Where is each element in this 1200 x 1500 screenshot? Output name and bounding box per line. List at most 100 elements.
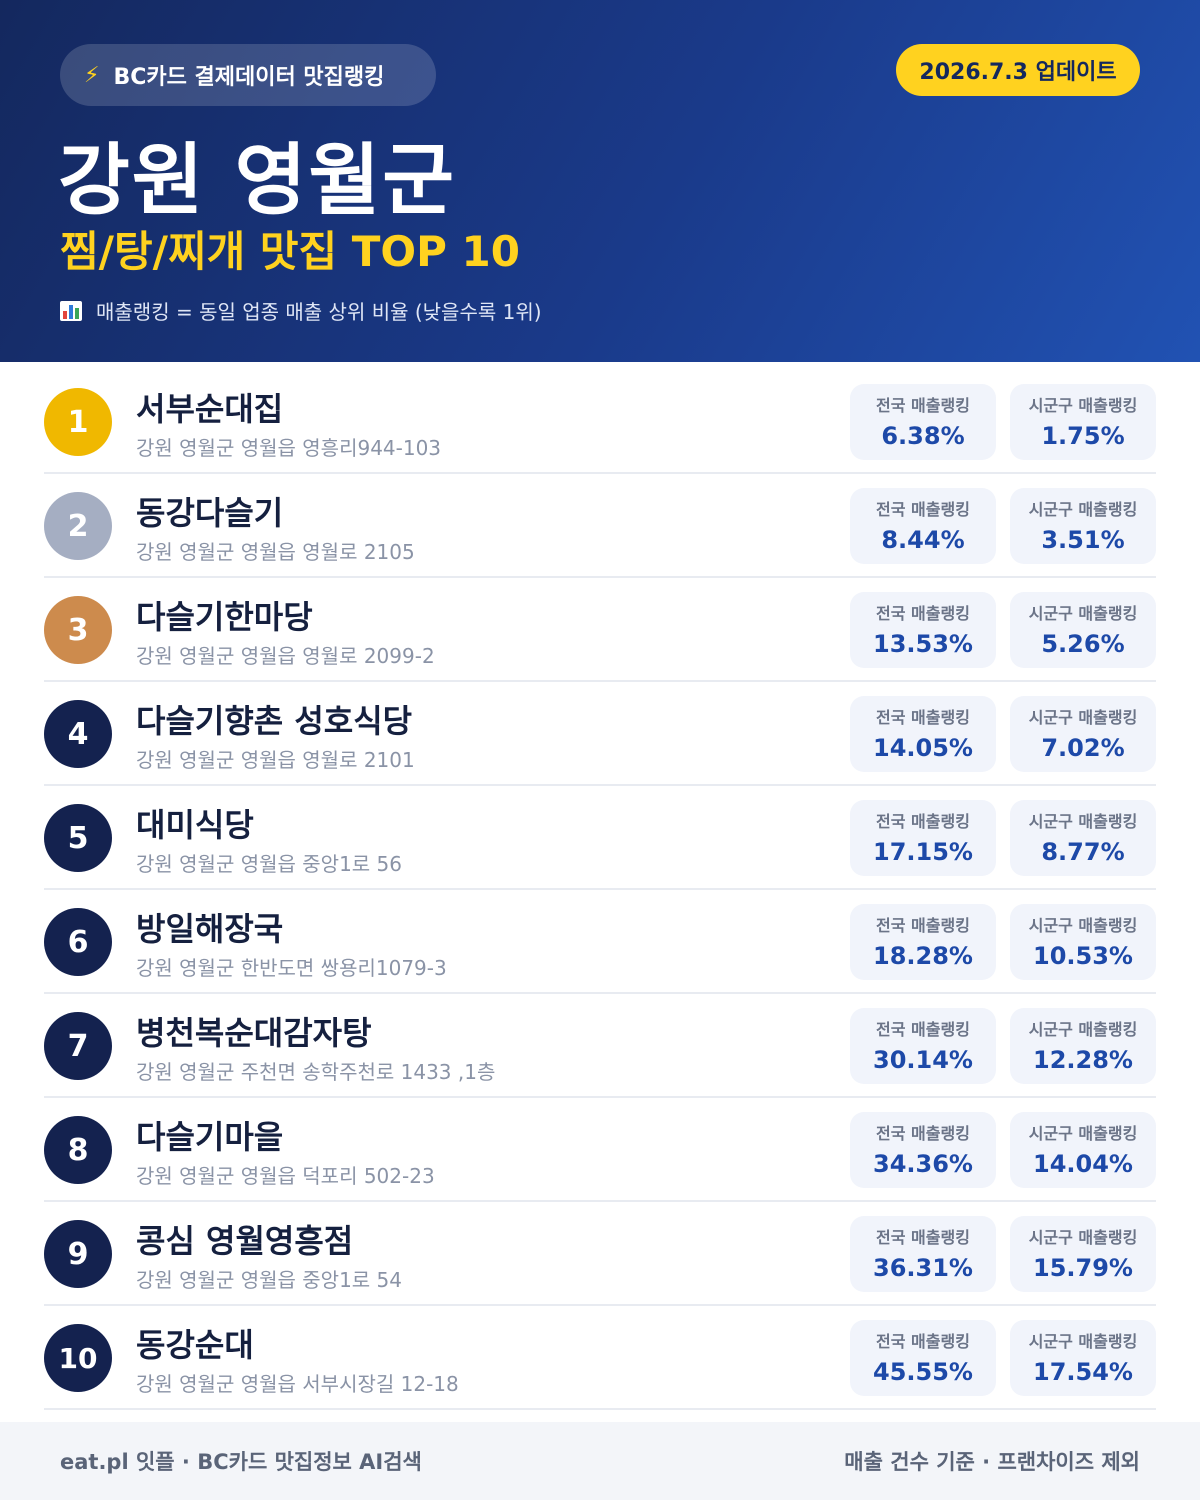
rank-badge: 10	[44, 1324, 112, 1392]
national-ranking-box: 전국 매출랭킹 6.38%	[850, 384, 996, 460]
ranking-label: 전국 매출랭킹	[876, 1228, 970, 1247]
national-ranking-box: 전국 매출랭킹 13.53%	[850, 592, 996, 668]
restaurant-address: 강원 영월군 한반도면 쌍용리1079-3	[136, 956, 447, 980]
ranking-value: 36.31%	[873, 1254, 973, 1282]
ranking-value: 45.55%	[873, 1358, 973, 1386]
restaurant-address: 강원 영월군 영월읍 중앙1로 56	[136, 852, 403, 876]
local-ranking-box: 시군구 매출랭킹 14.04%	[1010, 1112, 1156, 1188]
rank-badge: 5	[44, 804, 112, 872]
ranking-label: 시군구 매출랭킹	[1028, 500, 1138, 519]
local-ranking-box: 시군구 매출랭킹 7.02%	[1010, 696, 1156, 772]
restaurant-address: 강원 영월군 영월읍 영월로 2101	[136, 748, 415, 772]
ranking-label: 전국 매출랭킹	[876, 812, 970, 831]
national-ranking-box: 전국 매출랭킹 8.44%	[850, 488, 996, 564]
footer-source: eat.pl 잇플 · BC카드 맛집정보 AI검색	[60, 1450, 422, 1474]
header-banner: ⚡ BC카드 결제데이터 맛집랭킹 2026.7.3 업데이트 강원 영월군 찜…	[0, 0, 1200, 362]
ranking-value: 15.79%	[1033, 1254, 1133, 1282]
restaurant-row[interactable]: 5 대미식당 강원 영월군 영월읍 중앙1로 56 전국 매출랭킹 17.15% 시군구 …	[44, 786, 1156, 890]
restaurant-name: 동강순대	[136, 1326, 254, 1364]
ranking-value: 13.53%	[873, 630, 973, 658]
ranking-label: 시군구 매출랭킹	[1028, 812, 1138, 831]
national-ranking-box: 전국 매출랭킹 30.14%	[850, 1008, 996, 1084]
source-pill: ⚡ BC카드 결제데이터 맛집랭킹	[60, 44, 436, 106]
local-ranking-box: 시군구 매출랭킹 15.79%	[1010, 1216, 1156, 1292]
restaurant-address: 강원 영월군 영월읍 영흥리944-103	[136, 436, 442, 460]
restaurant-address: 강원 영월군 영월읍 서부시장길 12-18	[136, 1372, 459, 1396]
national-ranking-box: 전국 매출랭킹 14.05%	[850, 696, 996, 772]
ranking-label: 전국 매출랭킹	[876, 1332, 970, 1351]
update-date-badge: 2026.7.3 업데이트	[896, 44, 1140, 96]
restaurant-name: 다슬기마을	[136, 1118, 284, 1156]
restaurant-row[interactable]: 7 병천복순대감자탕 강원 영월군 주천면 송학주천로 1433 ,1층 전국 매출랭…	[44, 994, 1156, 1098]
local-ranking-box: 시군구 매출랭킹 17.54%	[1010, 1320, 1156, 1396]
local-ranking-box: 시군구 매출랭킹 5.26%	[1010, 592, 1156, 668]
rank-badge: 4	[44, 700, 112, 768]
rank-badge: 2	[44, 492, 112, 560]
ranking-label: 전국 매출랭킹	[876, 1020, 970, 1039]
rank-badge: 6	[44, 908, 112, 976]
rank-badge: 7	[44, 1012, 112, 1080]
ranking-label: 시군구 매출랭킹	[1028, 708, 1138, 727]
rank-badge: 1	[44, 388, 112, 456]
ranking-value: 17.54%	[1033, 1358, 1133, 1386]
ranking-label: 시군구 매출랭킹	[1028, 1020, 1138, 1039]
restaurant-address: 강원 영월군 영월읍 영월로 2105	[136, 540, 415, 564]
ranking-value: 34.36%	[873, 1150, 973, 1178]
rank-badge: 8	[44, 1116, 112, 1184]
restaurant-address: 강원 영월군 영월읍 중앙1로 54	[136, 1268, 403, 1292]
restaurant-name: 다슬기향촌 성호식당	[136, 702, 413, 740]
ranking-value: 6.38%	[881, 422, 965, 450]
ranking-value: 3.51%	[1041, 526, 1125, 554]
rank-badge: 3	[44, 596, 112, 664]
footer-note: 매출 건수 기준 · 프랜차이즈 제외	[844, 1450, 1140, 1474]
ranking-value: 14.04%	[1033, 1150, 1133, 1178]
ranking-label: 전국 매출랭킹	[876, 604, 970, 623]
ranking-label: 전국 매출랭킹	[876, 916, 970, 935]
local-ranking-box: 시군구 매출랭킹 8.77%	[1010, 800, 1156, 876]
local-ranking-box: 시군구 매출랭킹 12.28%	[1010, 1008, 1156, 1084]
restaurant-name: 서부순대집	[136, 390, 284, 428]
lightning-icon: ⚡	[84, 62, 100, 88]
restaurant-row[interactable]: 3 다슬기한마당 강원 영월군 영월읍 영월로 2099-2 전국 매출랭킹 13.53…	[44, 578, 1156, 682]
restaurant-address: 강원 영월군 영월읍 덕포리 502-23	[136, 1164, 435, 1188]
restaurant-name: 방일해장국	[136, 910, 284, 948]
national-ranking-box: 전국 매출랭킹 18.28%	[850, 904, 996, 980]
ranking-value: 8.77%	[1041, 838, 1125, 866]
region-title: 강원 영월군	[58, 136, 456, 226]
ranking-label: 전국 매출랭킹	[876, 708, 970, 727]
restaurant-name: 콩심 영월영흥점	[136, 1222, 354, 1260]
ranking-value: 1.75%	[1041, 422, 1125, 450]
ranking-label: 시군구 매출랭킹	[1028, 916, 1138, 935]
ranking-value: 12.28%	[1033, 1046, 1133, 1074]
ranking-label: 시군구 매출랭킹	[1028, 1228, 1138, 1247]
ranking-value: 8.44%	[881, 526, 965, 554]
rank-badge: 9	[44, 1220, 112, 1288]
ranking-label: 시군구 매출랭킹	[1028, 604, 1138, 623]
national-ranking-box: 전국 매출랭킹 34.36%	[850, 1112, 996, 1188]
ranking-value: 10.53%	[1033, 942, 1133, 970]
ranking-value: 14.05%	[873, 734, 973, 762]
national-ranking-box: 전국 매출랭킹 17.15%	[850, 800, 996, 876]
restaurant-name: 동강다슬기	[136, 494, 284, 532]
ranking-label: 시군구 매출랭킹	[1028, 1124, 1138, 1143]
source-label: BC카드 결제데이터 맛집랭킹	[113, 65, 385, 90]
ranking-value: 17.15%	[873, 838, 973, 866]
ranking-legend-note: 매출랭킹 = 동일 업종 매출 상위 비율 (낮을수록 1위)	[60, 296, 542, 325]
restaurant-name: 병천복순대감자탕	[136, 1014, 372, 1052]
bar-chart-icon	[60, 300, 82, 321]
national-ranking-box: 전국 매출랭킹 45.55%	[850, 1320, 996, 1396]
ranking-label: 전국 매출랭킹	[876, 396, 970, 415]
ranking-value: 18.28%	[873, 942, 973, 970]
local-ranking-box: 시군구 매출랭킹 1.75%	[1010, 384, 1156, 460]
ranking-value: 7.02%	[1041, 734, 1125, 762]
ranking-label: 전국 매출랭킹	[876, 500, 970, 519]
footer: eat.pl 잇플 · BC카드 맛집정보 AI검색 매출 건수 기준 · 프랜…	[0, 1422, 1200, 1500]
